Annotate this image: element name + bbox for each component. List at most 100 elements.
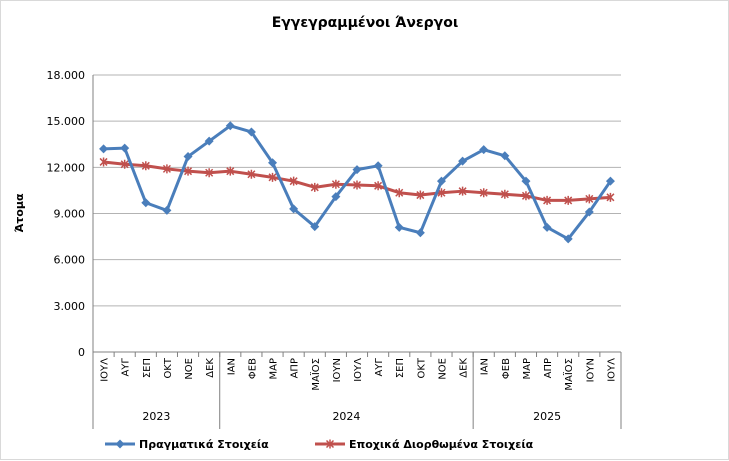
data-point xyxy=(521,176,531,186)
x-tick-label: ΙΟΥΛ xyxy=(100,358,111,382)
data-point xyxy=(479,188,488,198)
data-point xyxy=(500,151,510,161)
data-point xyxy=(141,161,150,171)
data-point xyxy=(310,182,319,192)
data-point xyxy=(543,195,552,205)
data-point xyxy=(162,164,171,174)
data-point xyxy=(415,228,425,238)
data-point xyxy=(268,158,278,168)
y-tick-label: 9.000 xyxy=(54,208,86,221)
data-point xyxy=(373,161,383,171)
data-point xyxy=(500,189,509,199)
data-point xyxy=(331,192,341,202)
x-tick-label: ΙΑΝ xyxy=(480,358,491,375)
data-point xyxy=(584,207,594,217)
data-point xyxy=(184,166,193,176)
data-point xyxy=(120,159,129,169)
data-point xyxy=(416,190,425,200)
year-label: 2024 xyxy=(332,410,360,423)
data-point xyxy=(394,222,404,232)
axes xyxy=(92,75,621,353)
legend-item: Εποχικά Διορθωμένα Στοιχεία xyxy=(315,438,534,451)
y-tick-label: 3.000 xyxy=(54,300,86,313)
legend-label: Πραγματικά Στοιχεία xyxy=(139,438,269,451)
data-point xyxy=(183,152,193,162)
x-tick-label: ΑΠΡ xyxy=(290,358,301,378)
x-tick-label: ΑΥΓ xyxy=(374,358,385,377)
y-tick-label: 0 xyxy=(78,346,85,359)
x-tick-label: ΙΑΝ xyxy=(226,358,237,375)
data-point xyxy=(352,180,362,190)
data-point xyxy=(395,188,404,198)
chart-title: Εγγεγραμμένοι Άνεργοι xyxy=(272,15,459,31)
data-point xyxy=(374,181,383,191)
x-tick-label: ΜΑΡ xyxy=(522,358,533,380)
data-point xyxy=(605,176,615,186)
data-point xyxy=(352,165,362,175)
data-point xyxy=(162,205,172,215)
series-actual xyxy=(99,121,615,244)
data-point xyxy=(606,192,615,202)
x-tick-label: ΜΑΪΟΣ xyxy=(562,358,575,391)
data-point xyxy=(226,166,235,176)
data-point xyxy=(141,198,151,208)
data-point xyxy=(268,172,277,182)
data-point xyxy=(479,145,489,155)
x-tick-label: ΜΑΡ xyxy=(269,358,280,380)
x-tick-label: ΝΟΕ xyxy=(184,358,195,380)
data-point xyxy=(331,179,340,189)
y-tick-label: 12.000 xyxy=(47,161,86,174)
data-point xyxy=(225,121,235,131)
data-point xyxy=(436,176,446,186)
data-point xyxy=(542,222,552,232)
x-tick-label: ΣΕΠ xyxy=(395,358,406,378)
data-point xyxy=(564,195,573,205)
data-point xyxy=(521,191,530,201)
x-tick-label: ΙΟΥΝ xyxy=(332,358,343,382)
x-tick-label: ΔΕΚ xyxy=(459,358,470,378)
legend: Πραγματικά Στοιχεία Εποχικά Διορθωμένα Στ… xyxy=(105,438,534,451)
x-tick-label: ΑΠΡ xyxy=(543,358,554,378)
data-point xyxy=(99,144,109,154)
y-tick-label: 18.000 xyxy=(47,69,86,82)
data-point xyxy=(310,222,320,232)
data-point xyxy=(563,234,573,244)
legend-label: Εποχικά Διορθωμένα Στοιχεία xyxy=(349,438,534,451)
data-point xyxy=(246,127,256,137)
x-tick-label: ΦΕΒ xyxy=(501,358,512,379)
series-group xyxy=(99,121,615,244)
x-tick-label: ΙΟΥΛ xyxy=(353,358,364,382)
data-point xyxy=(99,157,108,167)
data-point xyxy=(205,168,214,178)
series-seasonally-adjusted xyxy=(99,157,615,205)
y-tick-label: 15.000 xyxy=(47,115,86,128)
year-label: 2023 xyxy=(142,410,170,423)
x-tick-label: ΙΟΥΝ xyxy=(585,358,596,382)
year-groups: 2023 2024 2025 xyxy=(92,352,622,429)
y-axis-ticks: 0 3.000 6.000 9.000 12.000 15.000 18.000 xyxy=(47,69,86,359)
y-tick-label: 6.000 xyxy=(54,254,86,267)
legend-item: Πραγματικά Στοιχεία xyxy=(105,438,269,451)
x-tick-label: ΙΟΥΛ xyxy=(606,358,617,382)
data-point xyxy=(585,194,594,204)
data-point xyxy=(289,176,298,186)
data-point xyxy=(204,136,214,146)
data-point xyxy=(289,204,299,214)
gridlines xyxy=(93,74,621,307)
year-label: 2025 xyxy=(533,410,561,423)
data-point xyxy=(325,439,335,449)
x-tick-label: ΟΚΤ xyxy=(416,357,427,378)
data-point xyxy=(458,156,468,166)
x-tick-label: ΟΚΤ xyxy=(163,357,174,378)
x-tick-label: ΑΥΓ xyxy=(121,358,132,377)
y-axis-label: Άτομα xyxy=(13,193,26,232)
x-tick-label: ΣΕΠ xyxy=(142,358,153,378)
x-tick-label: ΦΕΒ xyxy=(247,358,258,379)
data-point xyxy=(247,169,256,179)
x-tick-label: ΔΕΚ xyxy=(205,358,216,378)
data-point xyxy=(115,439,125,449)
x-tick-label: ΜΑΪΟΣ xyxy=(309,358,322,391)
x-tick-label: ΝΟΕ xyxy=(437,358,448,380)
